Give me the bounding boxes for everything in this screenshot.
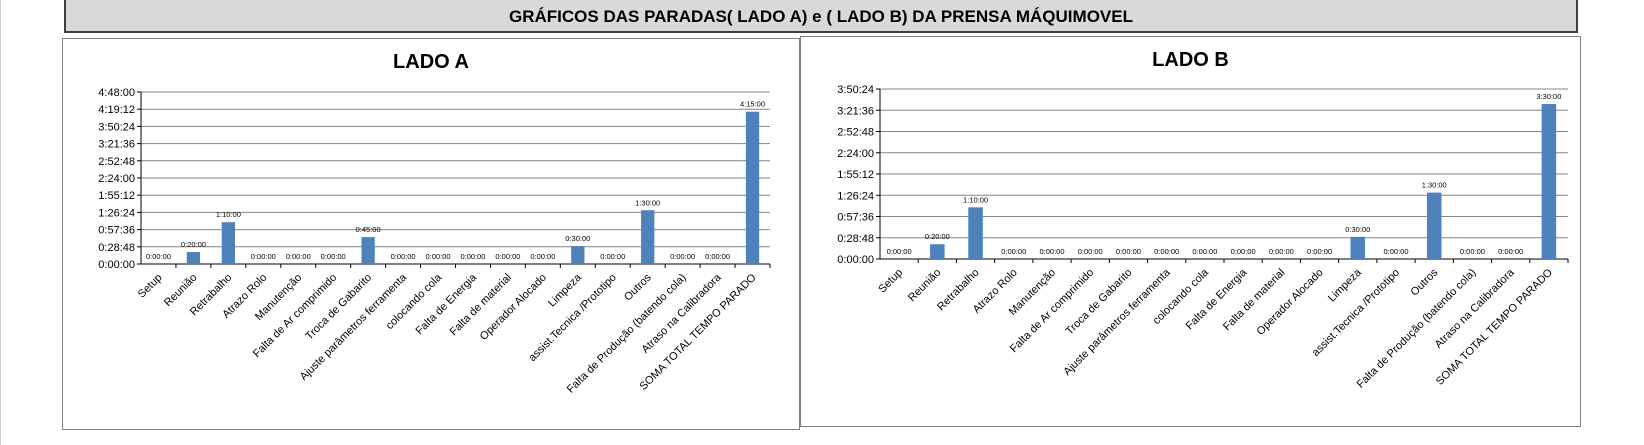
bar-value-label: 0:00:00 <box>705 252 730 261</box>
page-left-edge <box>0 0 1 445</box>
y-tick-label: 0:57:36 <box>98 225 135 237</box>
bar-value-label: 0:00:00 <box>1192 247 1217 256</box>
bar-value-label: 0:00:00 <box>1039 247 1064 256</box>
bar <box>745 111 760 264</box>
bar-value-label: 0:20:00 <box>925 232 950 241</box>
x-tick-label: Falta de material <box>448 272 514 338</box>
y-tick-label: 1:26:24 <box>837 190 874 202</box>
chart-lado-b: 0:00:00 0:28:48 0:57:36 1:26:24 1:55:12 2:24:… <box>837 84 1569 391</box>
bar-value-label: 0:30:00 <box>1345 225 1370 234</box>
y-tick-label: 0:00:00 <box>98 259 135 271</box>
x-tick-label: Falta de Energia <box>414 271 480 337</box>
x-tick-label: Reunião <box>906 267 943 304</box>
bar-value-label: 1:10:00 <box>216 210 241 219</box>
bar <box>186 252 201 264</box>
x-tick-label: Operador Alocado <box>478 272 549 343</box>
y-tick-label: 3:21:36 <box>837 105 874 117</box>
bar-value-label: 0:00:00 <box>251 252 276 261</box>
x-tick-label: Outros <box>622 271 654 303</box>
y-tick-label: 0:57:36 <box>837 212 874 224</box>
bar <box>1541 104 1557 259</box>
bar <box>641 210 655 264</box>
bar <box>571 246 585 264</box>
y-tick-label: 0:28:48 <box>98 242 135 254</box>
bar-value-label: 0:00:00 <box>1307 247 1332 256</box>
y-tick-label: 4:19:12 <box>98 104 135 116</box>
y-tick-label: 0:28:48 <box>837 233 874 245</box>
bar-value-label: 0:00:00 <box>391 252 416 261</box>
bar-value-label: 0:00:00 <box>887 247 912 256</box>
chart-panel-lado-b: LADO B 0:00:00 0:28:48 0:57:36 1:26:24 1:55:… <box>800 36 1581 427</box>
bar-value-label: 1:30:00 <box>635 198 660 207</box>
bar-value-label: 0:00:00 <box>1154 247 1179 256</box>
y-tick-label: 2:52:48 <box>837 127 874 139</box>
bar-value-label: 0:00:00 <box>1231 247 1256 256</box>
y-tick-label: 1:55:12 <box>98 190 135 202</box>
bar-value-label: 0:20:00 <box>181 240 206 249</box>
y-tick-label: 2:24:00 <box>837 148 874 160</box>
bar-value-label: 0:45:00 <box>356 225 381 234</box>
bar-value-label: 0:00:00 <box>321 252 346 261</box>
bar-value-label: 0:00:00 <box>460 252 485 261</box>
x-tick-label: Troca de Gabarito <box>1064 267 1135 338</box>
y-tick-label: 4:48:00 <box>98 87 135 99</box>
bar-value-label: 0:00:00 <box>426 252 451 261</box>
y-tick-label: 1:55:12 <box>837 169 874 181</box>
bar-value-label: 0:00:00 <box>1460 247 1485 256</box>
bar-value-label: 0:00:00 <box>495 252 520 261</box>
y-tick-label: 2:52:48 <box>98 156 135 168</box>
chart-lado-a: 0:00:00 0:28:48 0:57:36 1:26:24 1:55:12 2:24:… <box>98 87 771 396</box>
bar-value-label: 4:15:00 <box>740 100 765 109</box>
bar <box>361 237 375 264</box>
bar-value-label: 0:00:00 <box>1269 247 1294 256</box>
x-tick-label: Troca de Gabarito <box>303 272 374 343</box>
bar <box>968 207 983 259</box>
bar-value-label: 0:00:00 <box>146 252 171 261</box>
bar-value-label: 0:00:00 <box>1498 247 1523 256</box>
bar-value-label: 0:30:00 <box>565 234 590 243</box>
bar-value-label: 0:00:00 <box>530 252 555 261</box>
bar <box>1350 236 1366 259</box>
y-tick-label: 2:24:00 <box>98 173 135 185</box>
bar <box>930 244 945 259</box>
bar-value-label: 3:30:00 <box>1536 92 1561 101</box>
page-banner: GRÁFICOS DAS PARADAS( LADO A) e ( LADO B… <box>64 0 1578 33</box>
bar <box>1426 192 1442 259</box>
chart-title-lado-a: LADO A <box>393 51 469 73</box>
x-tick-label: Operador Alocado <box>1254 267 1325 338</box>
bar-value-label: 0:00:00 <box>670 252 695 261</box>
y-tick-label: 1:26:24 <box>98 207 135 219</box>
x-tick-label: Setup <box>876 267 905 296</box>
y-tick-label: 3:21:36 <box>98 139 135 151</box>
bar <box>221 222 236 264</box>
x-tick-label: Limpeza <box>1326 266 1365 305</box>
chart-title-lado-b: LADO B <box>1152 49 1229 71</box>
bar-value-label: 0:00:00 <box>1001 247 1026 256</box>
page-title: GRÁFICOS DAS PARADAS( LADO A) e ( LADO B… <box>509 7 1133 26</box>
chart-panel-lado-a: LADO A 0:00:00 0:28:48 0:57:36 1:26:24 1:55:… <box>62 38 800 430</box>
bar-value-label: 0:00:00 <box>286 252 311 261</box>
bar-value-label: 0:00:00 <box>1383 247 1408 256</box>
bar-value-label: 0:00:00 <box>1116 247 1141 256</box>
bar-value-label: 1:10:00 <box>963 195 988 204</box>
bar-value-label: 0:00:00 <box>600 252 625 261</box>
bar-value-label: 0:00:00 <box>1078 247 1103 256</box>
bar-value-label: 1:30:00 <box>1422 181 1447 190</box>
x-tick-label: Outros <box>1409 266 1441 298</box>
y-tick-label: 3:50:24 <box>98 121 135 133</box>
y-tick-label: 0:00:00 <box>837 254 874 266</box>
y-tick-label: 3:50:24 <box>837 84 874 96</box>
x-tick-label: Setup <box>136 272 165 301</box>
